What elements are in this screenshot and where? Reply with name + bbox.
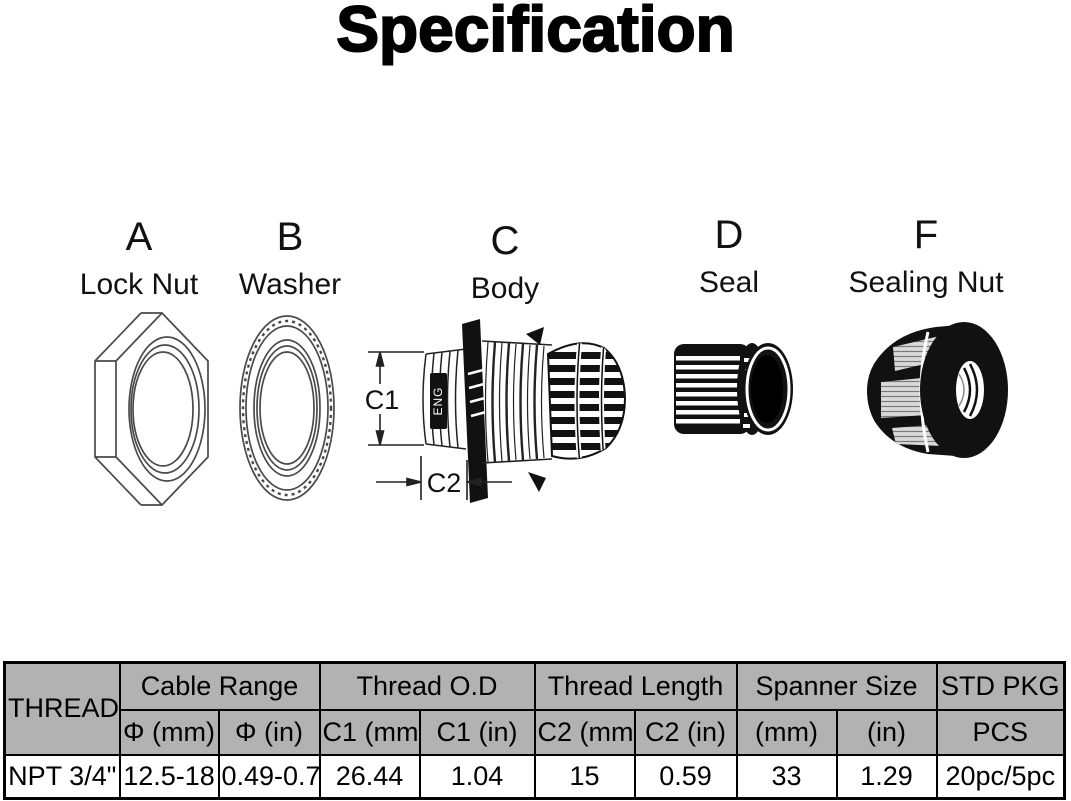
table-row: NPT 3/4" 12.5-18 0.49-0.7 26.44 1.04 15 … [3, 753, 1066, 800]
body-marking-plate [430, 373, 447, 429]
dim-c2-label: C2 [427, 468, 462, 498]
cell-spanner-in: 1.29 [835, 753, 938, 800]
part-name-sealing-nut: Sealing Nut [848, 266, 1004, 299]
part-label-a: A Lock Nut [74, 214, 204, 302]
lock-nut-drawing [94, 312, 209, 506]
header-thread: THREAD [3, 661, 121, 756]
cell-thread-od-in: 1.04 [418, 753, 536, 800]
header-spanner-size: Spanner Size [735, 661, 938, 711]
body-barrel-threads [481, 340, 553, 464]
seal-body [674, 343, 793, 435]
part-letter-f: F [913, 213, 939, 257]
sealing-nut-body [867, 322, 1008, 458]
header-thread-od: Thread O.D [318, 661, 536, 711]
body-marking-text: ENG [431, 386, 445, 415]
part-label-f: F Sealing Nut [846, 212, 1006, 300]
subheader-spanner-mm: (mm) [735, 708, 838, 756]
part-label-c: C Body [440, 218, 570, 306]
cell-cable-range-mm: 12.5-18 [118, 753, 220, 800]
cell-spanner-mm: 33 [735, 753, 838, 800]
part-name-body: Body [470, 272, 540, 305]
part-label-b: B Washer [225, 214, 355, 302]
body-hex-flange [462, 319, 546, 503]
cell-thread: NPT 3/4" [3, 753, 121, 800]
seal-drawing [674, 343, 793, 435]
subheader-c1-mm: C1 (mm) [318, 708, 421, 756]
sealing-nut-drawing [867, 322, 1008, 458]
body-drawing: C1 ENG [366, 319, 627, 503]
dim-c1-label: C1 [366, 385, 399, 415]
cell-thread-length-in: 0.59 [633, 753, 738, 800]
subheader-c2-in: C2 (in) [633, 708, 738, 756]
washer-drawing [239, 315, 335, 501]
cell-thread-length-mm: 15 [533, 753, 636, 800]
c1-dimension [368, 351, 424, 446]
cell-std-pkg: 20pc/5pc [935, 753, 1066, 800]
part-name-lock-nut: Lock Nut [79, 268, 199, 301]
cell-cable-range-in: 0.49-0.7 [217, 753, 321, 800]
c2-dimension [376, 456, 512, 500]
subheader-pcs: PCS [935, 708, 1066, 756]
subheader-c2-mm: C2 (mm) [533, 708, 636, 756]
header-cable-range: Cable Range [118, 661, 321, 711]
header-thread-length: Thread Length [533, 661, 738, 711]
part-letter-d: D [714, 213, 744, 257]
part-letter-b: B [276, 215, 304, 259]
subheader-c1-in: C1 (in) [418, 708, 536, 756]
part-letter-a: A [125, 215, 153, 259]
part-name-seal: Seal [698, 266, 760, 299]
part-label-d: D Seal [664, 212, 794, 300]
subheader-phi-in: Φ (in) [217, 708, 321, 756]
cell-thread-od-mm: 26.44 [318, 753, 421, 800]
subheader-phi-mm: Φ (mm) [118, 708, 220, 756]
body-claw-cap [546, 342, 627, 460]
page-title: Specification [335, 0, 735, 66]
part-letter-c: C [490, 219, 520, 263]
part-name-washer: Washer [238, 268, 342, 301]
header-std-pkg: STD PKG [935, 661, 1066, 711]
subheader-spanner-in: (in) [835, 708, 938, 756]
spec-table: THREAD Cable Range Thread O.D Thread Len… [3, 661, 1067, 800]
